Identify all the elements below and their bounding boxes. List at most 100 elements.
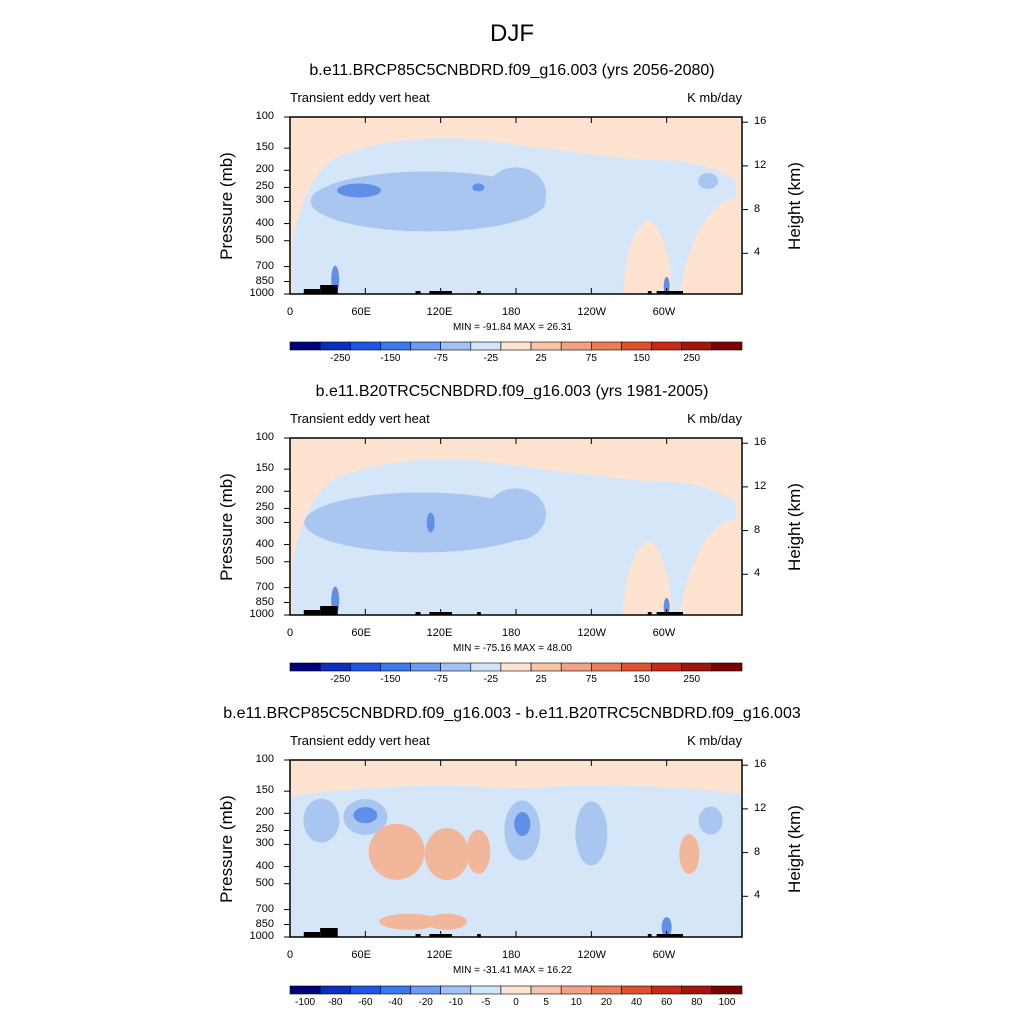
- colorbar-label: -40: [388, 997, 403, 1008]
- core-negative: [486, 167, 546, 220]
- core-negative: [698, 173, 719, 190]
- y-tick-label: 850: [255, 274, 274, 287]
- positive-patch: [679, 196, 742, 294]
- y-tick-right-label: 12: [754, 158, 767, 171]
- y-tick-right-label: 4: [754, 567, 761, 580]
- deep-negative: [353, 807, 378, 824]
- positive-patch: [466, 829, 491, 874]
- x-tick-label: 120E: [426, 949, 453, 961]
- x-tick-label: 60W: [652, 306, 676, 318]
- x-tick-label: 120W: [577, 627, 607, 639]
- colorbar-box: [440, 985, 472, 995]
- y-tick-label: 150: [255, 462, 274, 475]
- right-string: K mb/day: [687, 733, 742, 748]
- y-tick-label: 850: [255, 595, 274, 608]
- y-tick-label: 200: [255, 806, 274, 819]
- terrain-block: [477, 934, 481, 937]
- x-tick-label: 60E: [351, 306, 371, 318]
- y-tick-right-label: 4: [754, 246, 761, 259]
- x-tick-label: 120W: [577, 306, 607, 318]
- positive-patch: [424, 828, 469, 881]
- right-string: K mb/day: [687, 411, 742, 426]
- y-tick-label: 700: [255, 259, 274, 272]
- y-tick-label: 400: [255, 859, 274, 872]
- colorbar-label: -150: [380, 674, 401, 685]
- colorbar-box: [470, 985, 502, 995]
- y-tick-label: 500: [255, 554, 274, 567]
- deep-negative: [661, 917, 672, 938]
- colorbar-box: [319, 985, 351, 995]
- y-tick-label: 300: [255, 837, 274, 850]
- x-tick-label: 0: [287, 306, 294, 318]
- terrain-block: [656, 934, 683, 937]
- colorbar-label: 10: [570, 997, 582, 1008]
- y-tick-label: 400: [255, 216, 274, 229]
- panel-title: b.e11.BRCP85C5CNBDRD.f09_g16.003 (yrs 20…: [309, 62, 715, 79]
- x-tick-label: 180: [502, 627, 521, 639]
- x-tick-label: 0: [287, 949, 294, 961]
- min-max-label: MIN = -31.41 MAX = 16.22: [453, 965, 572, 976]
- x-tick-label: 180: [502, 306, 521, 318]
- colorbar-box: [711, 985, 743, 995]
- x-tick-label: 120E: [426, 306, 453, 318]
- terrain-block: [477, 291, 481, 294]
- y-tick-right-label: 16: [754, 115, 767, 128]
- colorbar-label: -20: [418, 997, 433, 1008]
- colorbar-label: 75: [585, 353, 597, 364]
- deep-negative: [663, 276, 670, 295]
- deep-negative: [663, 597, 670, 616]
- positive-patch: [679, 517, 742, 615]
- y-tick-label: 200: [255, 163, 274, 176]
- y-tick-right-label: 12: [754, 801, 767, 814]
- terrain-block: [303, 289, 321, 294]
- colorbar-label: 75: [585, 674, 597, 685]
- terrain-block: [647, 612, 652, 615]
- y-tick-label: 250: [255, 180, 274, 193]
- positive-patch: [368, 823, 425, 880]
- y-tick-label: 400: [255, 537, 274, 550]
- terrain-block: [647, 934, 652, 937]
- y-tick-right-label: 8: [754, 523, 761, 536]
- colorbar-label: 20: [600, 997, 612, 1008]
- colorbar-label: 150: [633, 674, 650, 685]
- core-negative: [486, 488, 546, 541]
- terrain-block: [477, 612, 481, 615]
- y-tick-right-label: 8: [754, 202, 761, 215]
- colorbar-label: -60: [358, 997, 373, 1008]
- core-negative: [303, 798, 340, 843]
- colorbar-label: -75: [433, 674, 448, 685]
- colorbar-label: -250: [330, 674, 351, 685]
- colorbar-box: [681, 985, 713, 995]
- colorbar-label: 250: [683, 674, 701, 685]
- colorbar-label: 0: [513, 997, 519, 1008]
- min-max-label: MIN = -91.84 MAX = 26.31: [453, 322, 572, 333]
- x-tick-label: 180: [502, 949, 521, 961]
- colorbar-box: [500, 985, 532, 995]
- page-title: DJF: [490, 20, 534, 47]
- y-tick-label: 300: [255, 194, 274, 207]
- x-tick-label: 120W: [577, 949, 607, 961]
- y-tick-label: 200: [255, 484, 274, 497]
- deep-negative: [514, 812, 531, 837]
- positive-patch: [622, 540, 673, 615]
- core-negative: [304, 492, 540, 553]
- y-tick-label: 300: [255, 515, 274, 528]
- negative-region: [290, 785, 742, 937]
- y-tick-right-label: 16: [754, 758, 767, 771]
- left-string: Transient eddy vert heat: [290, 90, 430, 105]
- core-negative: [575, 801, 608, 866]
- positive-patch: [679, 834, 700, 875]
- colorbar-label: 100: [718, 997, 736, 1008]
- left-string: Transient eddy vert heat: [290, 411, 430, 426]
- colorbar-box: [410, 985, 441, 995]
- terrain-block: [320, 606, 338, 615]
- colorbar-label: 25: [535, 674, 547, 685]
- terrain-block: [320, 928, 338, 937]
- y-tick-label: 500: [255, 876, 274, 889]
- colorbar-box: [560, 985, 592, 995]
- y-tick-right-label: 16: [754, 436, 767, 449]
- colorbar-box: [711, 662, 743, 672]
- y-tick-label: 500: [255, 233, 274, 246]
